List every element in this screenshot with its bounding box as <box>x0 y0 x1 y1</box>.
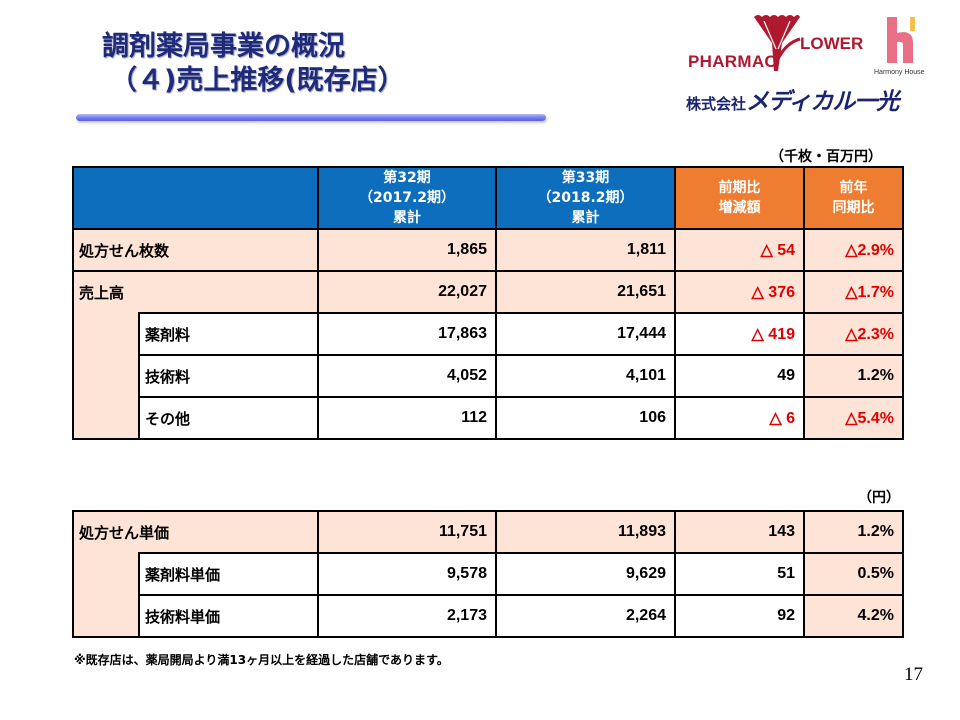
pharmacy-logo-text: PHARMAC <box>688 52 777 71</box>
value-period32: 22,027 <box>317 270 497 314</box>
row-label: 処方せん単価 <box>72 510 319 553</box>
header-yoy-line2: 同期比 <box>832 200 875 216</box>
row-label: その他 <box>138 396 319 440</box>
value-period32: 11,751 <box>317 510 497 554</box>
table1-unit-label: （千枚・百万円） <box>770 149 882 165</box>
corporate-name: 株式会社メディカル一光 <box>686 82 899 116</box>
header-period33-line1: 第33期 <box>561 170 610 186</box>
value-period33: 17,444 <box>495 312 676 356</box>
row-label: 技術料 <box>138 354 319 398</box>
header-blank-cell <box>72 166 319 230</box>
corp-name-kana: メディカル一光 <box>746 89 899 115</box>
table-header-row: 第32期 （2017.2期） 累計 第33期 （2018.2期） 累計 前期比 … <box>72 166 904 230</box>
page-number: 17 <box>904 664 923 685</box>
value-yoy: △1.7% <box>803 270 904 314</box>
value-period32: 2,173 <box>317 594 497 638</box>
table-row: 処方せん単価 11,751 11,893 143 1.2% <box>72 510 904 554</box>
harmony-house-text: Harmony House <box>874 69 925 76</box>
harmony-house-h-icon <box>887 17 915 63</box>
slide-title-line2: （４)売上推移(既存店） <box>110 65 405 96</box>
value-yoy: 4.2% <box>803 594 904 638</box>
indent-cell <box>72 595 140 638</box>
header-period32-line1: 第32期 <box>383 170 431 186</box>
unit-price-table: 処方せん単価 11,751 11,893 143 1.2% 薬剤料単価 9,57… <box>72 510 904 638</box>
indent-cell <box>72 355 140 397</box>
value-period32: 9,578 <box>317 552 497 596</box>
value-period33: 2,264 <box>495 594 676 638</box>
table-row: 薬剤料単価 9,578 9,629 51 0.5% <box>72 552 904 596</box>
table-row: 技術料単価 2,173 2,264 92 4.2% <box>72 594 904 638</box>
header-diff: 前期比 増減額 <box>674 166 805 230</box>
value-period32: 1,865 <box>317 228 497 272</box>
header-yoy-line1: 前年 <box>839 180 868 196</box>
value-period32: 17,863 <box>317 312 497 356</box>
value-diff: △ 376 <box>674 270 805 314</box>
value-yoy: 1.2% <box>803 354 904 398</box>
value-period32: 4,052 <box>317 354 497 398</box>
table-row: その他 112 106 △ 6 △5.4% <box>72 396 904 440</box>
slide-title-line1: 調剤薬局事業の概況 <box>102 31 345 62</box>
value-yoy: △5.4% <box>803 396 904 440</box>
header-period32-line2: （2017.2期） <box>358 190 456 206</box>
value-period33: 9,629 <box>495 552 676 596</box>
value-yoy: △2.3% <box>803 312 904 356</box>
corp-prefix: 株式会社 <box>686 95 747 113</box>
slide-title: 調剤薬局事業の概況 （４)売上推移(既存店） <box>102 30 405 98</box>
indent-cell <box>72 397 140 440</box>
table-row: 売上高 22,027 21,651 △ 376 △1.7% <box>72 270 904 314</box>
row-label: 売上高 <box>72 270 319 313</box>
row-label: 薬剤料単価 <box>138 552 319 596</box>
table2-unit-label: （円） <box>858 490 900 506</box>
row-label: 処方せん枚数 <box>72 228 319 272</box>
row-label: 技術料単価 <box>138 594 319 638</box>
company-logo: PHARMAC LOWER Harmony House 株式会社メディカル一光 <box>686 10 950 115</box>
title-underline-bar <box>76 114 546 121</box>
value-diff: 51 <box>674 552 805 596</box>
header-period33-line3: 累計 <box>571 210 600 226</box>
value-diff: 143 <box>674 510 805 554</box>
sales-summary-table: 第32期 （2017.2期） 累計 第33期 （2018.2期） 累計 前期比 … <box>72 166 904 440</box>
value-period33: 4,101 <box>495 354 676 398</box>
flower-logo-text: LOWER <box>800 34 864 53</box>
footnote: ※既存店は、薬局開局より満13ヶ月以上を経過した店舗であります。 <box>74 653 449 667</box>
value-period33: 106 <box>495 396 676 440</box>
value-yoy: 1.2% <box>803 510 904 554</box>
header-period33-line2: （2018.2期） <box>537 190 634 206</box>
table-row: 技術料 4,052 4,101 49 1.2% <box>72 354 904 398</box>
row-label: 薬剤料 <box>138 312 319 356</box>
value-diff: △ 6 <box>674 396 805 440</box>
indent-cell <box>72 553 140 595</box>
table-row: 薬剤料 17,863 17,444 △ 419 △2.3% <box>72 312 904 356</box>
value-yoy: 0.5% <box>803 552 904 596</box>
value-diff: △ 419 <box>674 312 805 356</box>
header-period32-line3: 累計 <box>393 210 421 226</box>
value-diff: 92 <box>674 594 805 638</box>
value-diff: △ 54 <box>674 228 805 272</box>
value-yoy: △2.9% <box>803 228 904 272</box>
value-period32: 112 <box>317 396 497 440</box>
table-row: 処方せん枚数 1,865 1,811 △ 54 △2.9% <box>72 228 904 272</box>
pharmacy-flower-icon <box>754 15 801 71</box>
header-period33: 第33期 （2018.2期） 累計 <box>495 166 676 230</box>
header-diff-line2: 増減額 <box>718 200 761 216</box>
value-period33: 21,651 <box>495 270 676 314</box>
header-diff-line1: 前期比 <box>718 180 761 196</box>
header-period32: 第32期 （2017.2期） 累計 <box>317 166 497 230</box>
value-diff: 49 <box>674 354 805 398</box>
value-period33: 11,893 <box>495 510 676 554</box>
value-period33: 1,811 <box>495 228 676 272</box>
header-yoy: 前年 同期比 <box>803 166 904 230</box>
indent-cell <box>72 313 140 355</box>
